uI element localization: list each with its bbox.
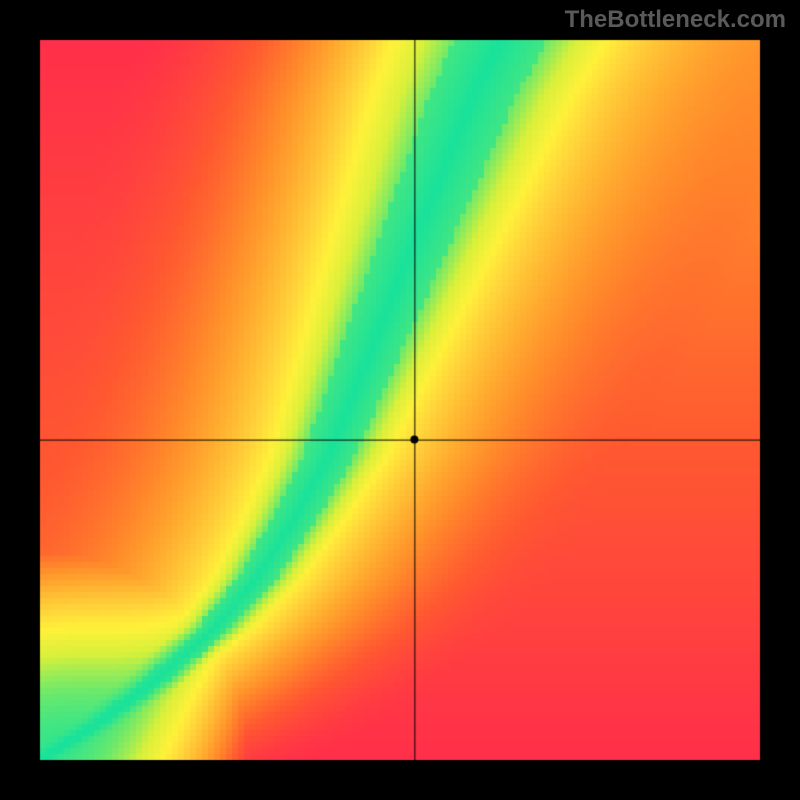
heatmap-canvas: [0, 0, 800, 800]
chart-container: TheBottleneck.com: [0, 0, 800, 800]
watermark-text: TheBottleneck.com: [565, 6, 786, 34]
